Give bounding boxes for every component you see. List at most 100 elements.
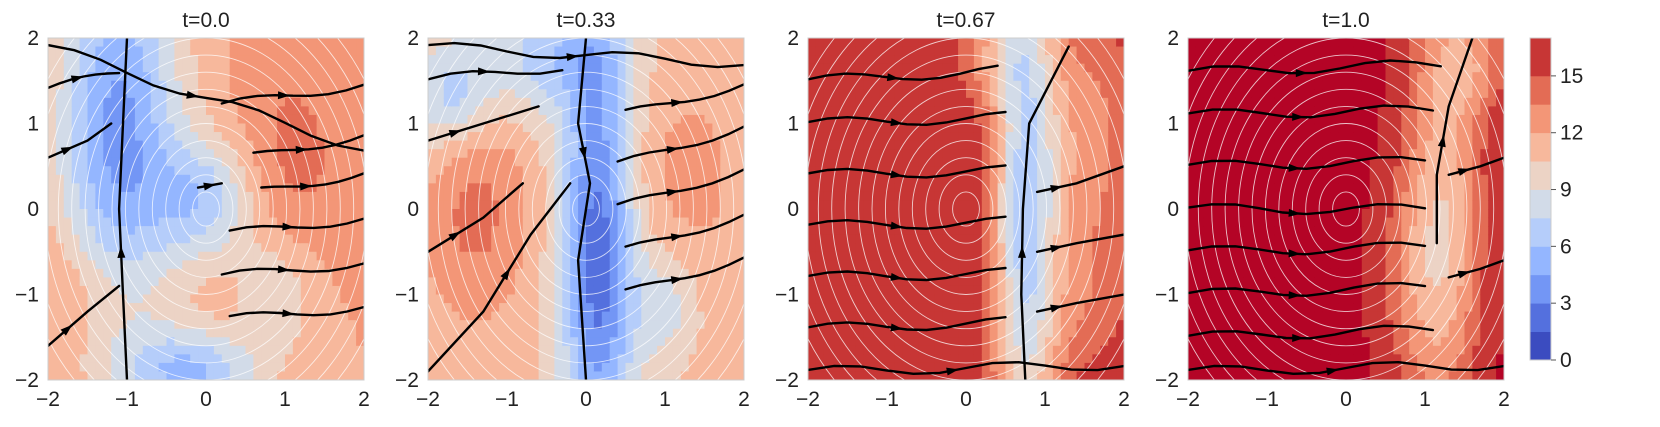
heatmap-cell — [300, 371, 310, 380]
heatmap-cell — [989, 260, 999, 270]
heatmap-cell — [213, 132, 223, 142]
heatmap-cell — [237, 311, 247, 321]
heatmap-cell — [111, 294, 120, 304]
heatmap-cell — [428, 226, 437, 236]
heatmap-cell — [688, 260, 698, 270]
heatmap-cell — [499, 97, 508, 107]
heatmap-cell — [641, 106, 650, 116]
heatmap-cell — [428, 354, 437, 364]
heatmap-cell — [277, 268, 286, 278]
heatmap-cell — [245, 183, 254, 193]
heatmap-cell — [63, 123, 73, 133]
heatmap-cell — [808, 191, 817, 202]
heatmap-cell — [166, 38, 175, 48]
heatmap-cell — [593, 209, 603, 219]
heatmap-cell — [150, 217, 160, 227]
heatmap-cell — [1037, 260, 1046, 270]
heatmap-cell — [111, 140, 120, 150]
heatmap-cell — [451, 260, 461, 270]
heatmap-cell — [348, 157, 357, 167]
heatmap-cell — [688, 311, 698, 321]
heatmap-cell — [475, 200, 484, 210]
contour-line — [504, 105, 668, 313]
heatmap-cell — [292, 191, 302, 202]
heatmap-cell — [680, 183, 690, 193]
heatmap-cell — [356, 191, 364, 202]
heatmap-cell — [119, 345, 128, 355]
heatmap-cell — [1108, 320, 1117, 330]
heatmap-cell — [1045, 183, 1054, 193]
heatmap-cell — [514, 243, 524, 253]
heatmap-cell — [127, 89, 136, 99]
heatmap-cell — [1076, 46, 1086, 56]
heatmap-cell — [530, 303, 540, 313]
heatmap-cell — [190, 89, 199, 99]
heatmap-cell — [973, 320, 983, 330]
heatmap-cell — [672, 46, 682, 56]
heatmap-cell — [348, 80, 357, 90]
heatmap-cell — [966, 149, 975, 159]
streamline-arrow — [277, 265, 290, 274]
heatmap-cell — [229, 106, 239, 116]
heatmap-cell — [55, 217, 65, 227]
heatmap-cell — [720, 260, 729, 270]
heatmap-cell — [198, 243, 207, 253]
heatmap-cell — [902, 114, 912, 125]
heatmap-cell — [435, 97, 445, 107]
heatmap-cell — [348, 38, 357, 48]
heatmap-cell — [285, 277, 294, 287]
heatmap-cell — [934, 251, 943, 261]
heatmap-cell — [1037, 80, 1046, 90]
heatmap-cell — [507, 46, 516, 56]
heatmap-cell — [55, 320, 65, 330]
heatmap-cell — [87, 157, 96, 167]
heatmap-cell — [1013, 243, 1022, 253]
heatmap-cell — [308, 294, 318, 304]
heatmap-cell — [926, 234, 935, 244]
heatmap-cell — [499, 174, 508, 184]
heatmap-cell — [292, 345, 302, 355]
heatmap-cell — [292, 320, 302, 330]
heatmap-cell — [680, 311, 690, 321]
heatmap-cell — [1100, 149, 1109, 159]
heatmap-cell — [292, 285, 302, 296]
heatmap-cell — [538, 294, 548, 304]
heatmap-cell — [300, 328, 310, 338]
heatmap-cell — [625, 166, 634, 176]
heatmap-cell — [736, 345, 744, 355]
heatmap-cell — [134, 371, 144, 380]
heatmap-cell — [696, 149, 706, 159]
heatmap-cell — [712, 38, 721, 48]
heatmap-cell — [894, 337, 904, 347]
heatmap-cell — [87, 268, 96, 278]
heatmap-cell — [451, 268, 461, 278]
heatmap-cell — [1013, 345, 1022, 355]
heatmap-cell — [166, 209, 175, 219]
heatmap-cell — [855, 311, 864, 321]
heatmap-cell — [1060, 251, 1070, 261]
heatmap-cell — [206, 217, 215, 227]
heatmap-cell — [570, 38, 579, 48]
heatmap-cell — [712, 371, 721, 380]
heatmap-cell — [879, 337, 888, 347]
panel-frame — [427, 37, 745, 381]
heatmap-cell — [633, 217, 642, 227]
heatmap-cell — [514, 114, 524, 125]
heatmap-cell — [728, 234, 737, 244]
heatmap-cell — [1188, 123, 1197, 133]
heatmap-cell — [879, 149, 888, 159]
heatmap-cell — [1029, 217, 1038, 227]
heatmap-cell — [989, 209, 999, 219]
streamline — [428, 69, 564, 81]
heatmap-cell — [863, 183, 872, 193]
heatmap-cell — [736, 114, 744, 125]
heatmap-cell — [728, 149, 737, 159]
heatmap-cell — [855, 285, 864, 296]
heatmap-cell — [1116, 89, 1124, 99]
heatmap-cell — [340, 149, 349, 159]
heatmap-cell — [997, 277, 1007, 287]
heatmap-cell — [538, 209, 548, 219]
heatmap-cell — [48, 209, 57, 219]
heatmap-cell — [95, 166, 104, 176]
heatmap-cell — [989, 106, 999, 116]
